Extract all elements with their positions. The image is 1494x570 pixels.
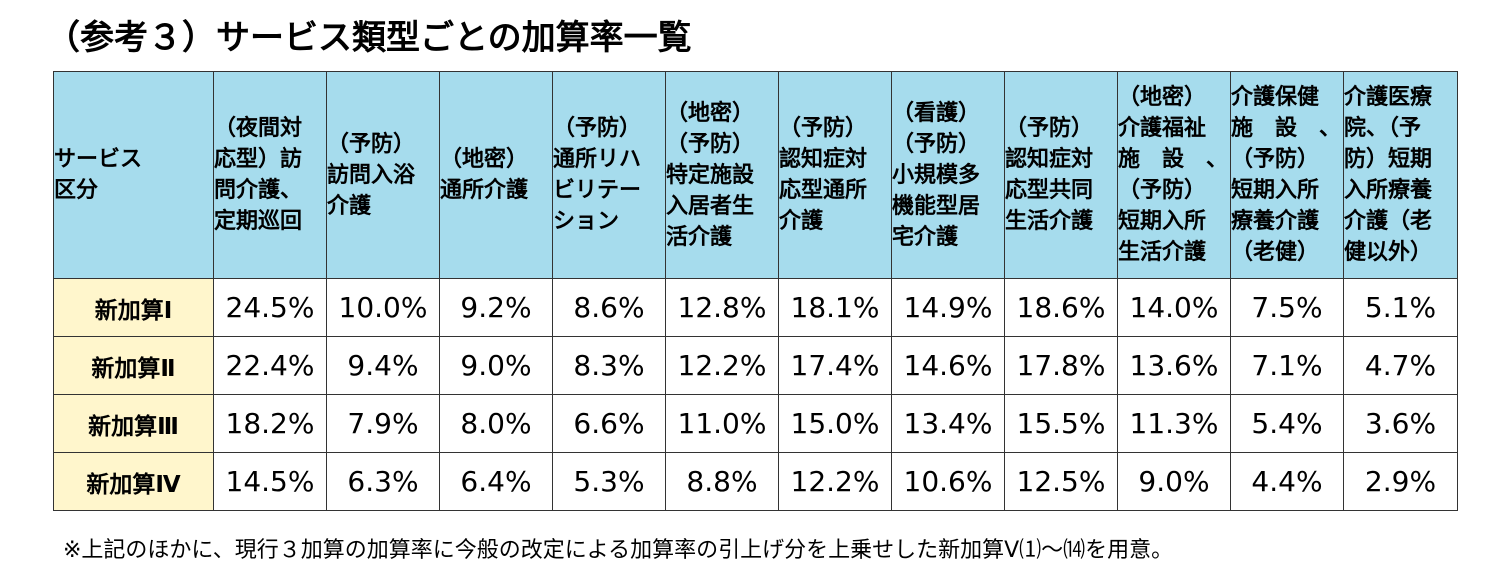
table-cell: 10.6%	[891, 452, 1005, 511]
header-col-7: （看護） （予防） 小規模多 機能型居 宅介護	[891, 71, 1005, 279]
rate-table: サービス 区分 （夜間対 応型）訪 問介護、 定期巡回 （予防） 訪問入浴 介護…	[53, 71, 1458, 511]
header-col-10: 介護保健 施 設 、 （予防） 短期入所 療養介護 （老健）	[1230, 71, 1344, 279]
footnote: ※上記のほかに、現行３加算の加算率に今般の改定による加算率の引上げ分を上乗せした…	[63, 538, 1174, 563]
table-cell: 24.5%	[213, 278, 327, 337]
table-cell: 8.6%	[552, 278, 666, 337]
table-cell: 4.7%	[1343, 336, 1458, 395]
row-label: 新加算Ⅲ	[53, 394, 214, 453]
table-cell: 22.4%	[213, 336, 327, 395]
header-col-4: （予防） 通所リハ ビリテー ション	[552, 71, 666, 279]
table-cell: 9.2%	[439, 278, 553, 337]
table-cell: 7.5%	[1230, 278, 1344, 337]
table-row: 新加算Ⅲ 18.2% 7.9% 8.0% 6.6% 11.0% 15.0% 13…	[53, 394, 1458, 453]
table-cell: 8.3%	[552, 336, 666, 395]
table-row: 新加算Ⅱ 22.4% 9.4% 9.0% 8.3% 12.2% 17.4% 14…	[53, 336, 1458, 395]
header-service-category: サービス 区分	[53, 71, 214, 279]
table-cell: 12.8%	[665, 278, 779, 337]
table-cell: 11.0%	[665, 394, 779, 453]
table-cell: 15.5%	[1004, 394, 1118, 453]
header-col-11: 介護医療 院、（予 防）短期 入所療養 介護（老 健以外）	[1343, 71, 1458, 279]
table-cell: 18.1%	[778, 278, 892, 337]
table-cell: 9.0%	[1117, 452, 1231, 511]
table-cell: 14.5%	[213, 452, 327, 511]
table-cell: 7.1%	[1230, 336, 1344, 395]
table-cell: 8.8%	[665, 452, 779, 511]
header-col-5: （地密） （予防） 特定施設 入居者生 活介護	[665, 71, 779, 279]
table-cell: 4.4%	[1230, 452, 1344, 511]
table-cell: 11.3%	[1117, 394, 1231, 453]
table-cell: 2.9%	[1343, 452, 1458, 511]
table-cell: 12.5%	[1004, 452, 1118, 511]
table-cell: 6.4%	[439, 452, 553, 511]
table-cell: 3.6%	[1343, 394, 1458, 453]
table-cell: 9.4%	[326, 336, 440, 395]
table-cell: 10.0%	[326, 278, 440, 337]
table-cell: 5.3%	[552, 452, 666, 511]
table-cell: 12.2%	[665, 336, 779, 395]
table-cell: 18.6%	[1004, 278, 1118, 337]
table-cell: 13.4%	[891, 394, 1005, 453]
table-cell: 13.6%	[1117, 336, 1231, 395]
table-cell: 14.0%	[1117, 278, 1231, 337]
table-cell: 18.2%	[213, 394, 327, 453]
table-cell: 9.0%	[439, 336, 553, 395]
table-cell: 14.9%	[891, 278, 1005, 337]
row-label: 新加算Ⅱ	[53, 336, 214, 395]
header-col-1: （夜間対 応型）訪 問介護、 定期巡回	[213, 71, 327, 279]
header-row: サービス 区分 （夜間対 応型）訪 問介護、 定期巡回 （予防） 訪問入浴 介護…	[53, 71, 1458, 279]
row-label: 新加算Ⅰ	[53, 278, 214, 337]
table-cell: 17.4%	[778, 336, 892, 395]
table-cell: 8.0%	[439, 394, 553, 453]
table-cell: 12.2%	[778, 452, 892, 511]
table-cell: 17.8%	[1004, 336, 1118, 395]
table-cell: 5.1%	[1343, 278, 1458, 337]
table-cell: 6.3%	[326, 452, 440, 511]
table-row: 新加算Ⅰ 24.5% 10.0% 9.2% 8.6% 12.8% 18.1% 1…	[53, 278, 1458, 337]
table-row: 新加算Ⅳ 14.5% 6.3% 6.4% 5.3% 8.8% 12.2% 10.…	[53, 452, 1458, 511]
header-col-9: （地密） 介護福祉 施 設 、 （予防） 短期入所 生活介護	[1117, 71, 1231, 279]
row-label: 新加算Ⅳ	[53, 452, 214, 511]
header-col-2: （予防） 訪問入浴 介護	[326, 71, 440, 279]
table-cell: 7.9%	[326, 394, 440, 453]
header-col-6: （予防） 認知症対 応型通所 介護	[778, 71, 892, 279]
table-cell: 15.0%	[778, 394, 892, 453]
table-cell: 5.4%	[1230, 394, 1344, 453]
table-cell: 6.6%	[552, 394, 666, 453]
header-col-3: （地密） 通所介護	[439, 71, 553, 279]
table-cell: 14.6%	[891, 336, 1005, 395]
header-col-8: （予防） 認知症対 応型共同 生活介護	[1004, 71, 1118, 279]
page-title: （参考３）サービス類型ごとの加算率一覧	[46, 18, 692, 58]
